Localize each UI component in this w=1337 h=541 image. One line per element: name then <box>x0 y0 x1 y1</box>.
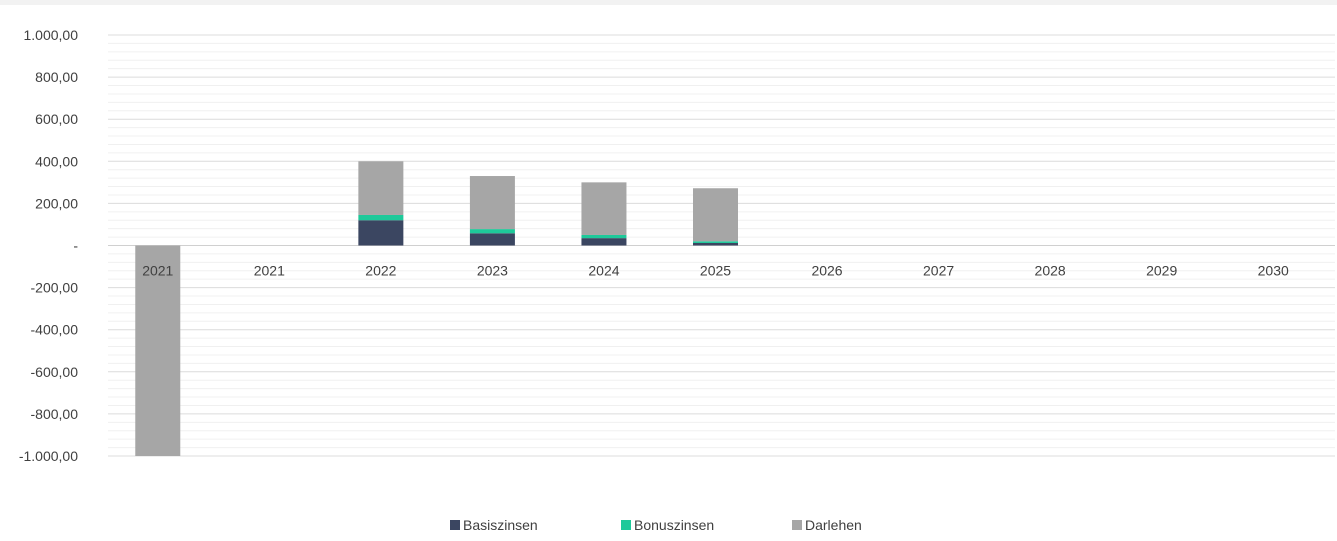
bar-segment-basiszinsen <box>469 233 515 246</box>
bar-segment-darlehen <box>135 245 181 456</box>
x-tick-label: 2024 <box>588 263 619 279</box>
x-tick-label: 2028 <box>1035 263 1066 279</box>
major-gridlines <box>108 34 1335 457</box>
x-tick-label: 2029 <box>1146 263 1177 279</box>
y-tick-label: - <box>73 238 78 254</box>
legend-label: Basiszinsen <box>463 517 538 533</box>
bar-segment-darlehen <box>358 161 404 215</box>
legend-swatch <box>450 520 460 530</box>
bar-segment-basiszinsen <box>358 220 404 246</box>
y-axis-tick-labels: 1.000,00 800,00 600,00 400,00 200,00 - -200,00… <box>19 27 79 464</box>
x-tick-label: 2021 <box>142 263 173 279</box>
y-tick-label: -1.000,00 <box>19 448 78 464</box>
bar-segment-bonuszinsen <box>469 229 515 234</box>
bar-segment-darlehen <box>581 182 627 235</box>
x-tick-label: 2030 <box>1258 263 1289 279</box>
y-tick-label: 600,00 <box>35 111 78 127</box>
y-tick-label: -600,00 <box>31 364 79 380</box>
y-tick-label: -800,00 <box>31 406 79 422</box>
y-tick-label: 800,00 <box>35 69 78 85</box>
bar-segment-darlehen <box>469 176 515 230</box>
legend: Basiszinsen Bonuszinsen Darlehen <box>450 517 862 533</box>
bar-segment-bonuszinsen <box>693 241 738 243</box>
bar-segment-bonuszinsen <box>581 234 627 239</box>
x-tick-label: 2027 <box>923 263 954 279</box>
y-tick-label: 1.000,00 <box>24 27 79 43</box>
legend-label: Bonuszinsen <box>634 517 714 533</box>
x-tick-label: 2021 <box>254 263 285 279</box>
y-tick-label: 200,00 <box>35 195 78 211</box>
y-tick-label: -400,00 <box>31 322 79 338</box>
bars <box>135 161 738 456</box>
x-tick-label: 2022 <box>365 263 396 279</box>
legend-label: Darlehen <box>805 517 862 533</box>
x-axis-tick-labels: 2021 2021 2022 2023 2024 2025 2026 2027 2028 2029… <box>142 263 1289 279</box>
y-tick-label: 400,00 <box>35 153 78 169</box>
y-tick-label: -200,00 <box>31 280 79 296</box>
bar-segment-basiszinsen <box>581 238 627 246</box>
bar-segment-basiszinsen <box>693 242 738 246</box>
x-tick-label: 2023 <box>477 263 508 279</box>
x-tick-label: 2025 <box>700 263 731 279</box>
bar-segment-darlehen <box>693 188 738 242</box>
legend-swatch <box>621 520 631 530</box>
legend-swatch <box>792 520 802 530</box>
bar-segment-bonuszinsen <box>358 214 404 221</box>
x-tick-label: 2026 <box>811 263 842 279</box>
